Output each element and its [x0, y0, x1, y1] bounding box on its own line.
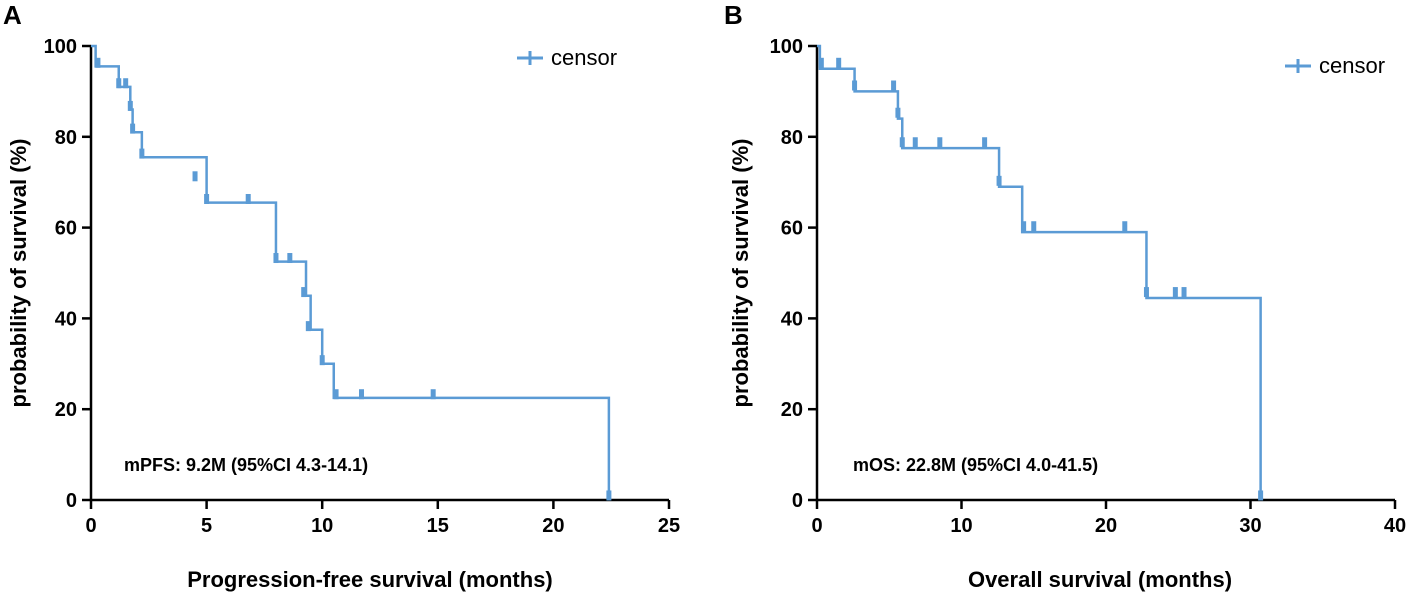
censor-mark-a — [305, 321, 311, 332]
y-tick-label-a: 40 — [55, 308, 77, 330]
censor-mark-a — [95, 57, 101, 68]
legend-label-b: censor — [1319, 53, 1385, 78]
censor-mark-b — [1031, 221, 1037, 232]
censor-mark-a — [301, 287, 307, 298]
y-tick-label-a: 80 — [55, 127, 77, 149]
x-axis-title-a: Progression-free survival (months) — [187, 567, 553, 592]
censor-mark-b — [996, 175, 1002, 186]
censor-mark-b — [1143, 287, 1149, 298]
y-tick-label-b: 100 — [770, 36, 803, 58]
censor-mark-a — [245, 193, 251, 204]
censor-mark-b — [891, 80, 897, 91]
censor-mark-a — [204, 193, 210, 204]
legend-a: censor — [517, 45, 617, 70]
panel-label-a: A — [3, 0, 22, 30]
censor-mark-b — [982, 137, 988, 148]
y-tick-label-b: 40 — [781, 308, 803, 330]
censor-mark-b — [1021, 221, 1027, 232]
censor-mark-a — [139, 148, 145, 159]
plot-area-b: 0 10 20 30 40 0 20 40 60 80 100 — [770, 36, 1406, 537]
y-tick-label-a: 100 — [44, 36, 77, 58]
censor-mark-a — [116, 78, 122, 89]
censor-mark-a — [606, 490, 612, 501]
censor-mark-a — [319, 355, 325, 366]
censor-mark-a — [430, 389, 436, 400]
legend-marker-a — [517, 51, 543, 65]
legend-label-a: censor — [551, 45, 617, 70]
x-tick-label-a: 0 — [85, 515, 96, 537]
censor-mark-b — [1181, 287, 1187, 298]
censor-mark-b — [937, 137, 943, 148]
panel-label-b: B — [724, 0, 743, 30]
median-annotation-b: mOS: 22.8M (95%CI 4.0-41.5) — [853, 455, 1098, 475]
x-tick-label-a: 10 — [311, 515, 333, 537]
censor-mark-b — [1172, 287, 1178, 298]
x-tick-label-b: 0 — [811, 515, 822, 537]
censor-mark-b — [899, 137, 905, 148]
y-tick-label-a: 20 — [55, 399, 77, 421]
plot-area-a: 0 5 10 15 20 25 0 20 40 60 80 100 — [44, 36, 681, 537]
legend-marker-b — [1285, 59, 1311, 73]
censor-mark-a — [359, 389, 365, 400]
x-tick-label-a: 20 — [542, 515, 564, 537]
censor-mark-b — [836, 57, 842, 68]
x-axis-title-b: Overall survival (months) — [968, 567, 1232, 592]
censor-mark-b — [1258, 490, 1264, 501]
censor-mark-a — [333, 389, 339, 400]
y-axis-title-a: probability of survival (%) — [6, 139, 31, 408]
censor-mark-a — [130, 123, 136, 134]
y-tick-label-b: 0 — [792, 490, 803, 512]
censor-mark-b — [912, 137, 918, 148]
y-tick-label-b: 80 — [781, 127, 803, 149]
y-tick-label-a: 0 — [66, 490, 77, 512]
panel-b: B 0 10 20 30 40 0 20 40 60 80 100 Overall survival… — [724, 0, 1406, 592]
censor-mark-b — [852, 80, 858, 91]
survival-curve-a — [91, 44, 611, 500]
median-annotation-a: mPFS: 9.2M (95%CI 4.3-14.1) — [124, 455, 368, 475]
censor-mark-a — [192, 171, 198, 182]
x-tick-label-b: 40 — [1384, 515, 1406, 537]
x-tick-label-b: 30 — [1239, 515, 1261, 537]
y-tick-label-b: 20 — [781, 399, 803, 421]
y-axis-title-b: probability of survival (%) — [728, 139, 753, 408]
y-tick-label-a: 60 — [55, 218, 77, 240]
panel-a: A 0 5 10 15 20 25 0 20 40 60 80 100 Progression-fre… — [3, 0, 680, 592]
censor-mark-a — [287, 253, 293, 264]
x-tick-label-a: 25 — [658, 515, 680, 537]
survival-curve-b — [817, 44, 1262, 500]
censor-mark-b — [818, 57, 824, 68]
x-tick-label-b: 10 — [950, 515, 972, 537]
x-tick-label-a: 15 — [427, 515, 449, 537]
censor-mark-a — [273, 253, 279, 264]
censor-mark-b — [1122, 221, 1128, 232]
y-tick-label-b: 60 — [781, 218, 803, 240]
x-tick-label-b: 20 — [1095, 515, 1117, 537]
x-tick-label-a: 5 — [201, 515, 212, 537]
censor-mark-a — [127, 100, 133, 111]
censor-mark-b — [895, 107, 901, 118]
censor-mark-a — [123, 78, 129, 89]
legend-b: censor — [1285, 53, 1385, 78]
